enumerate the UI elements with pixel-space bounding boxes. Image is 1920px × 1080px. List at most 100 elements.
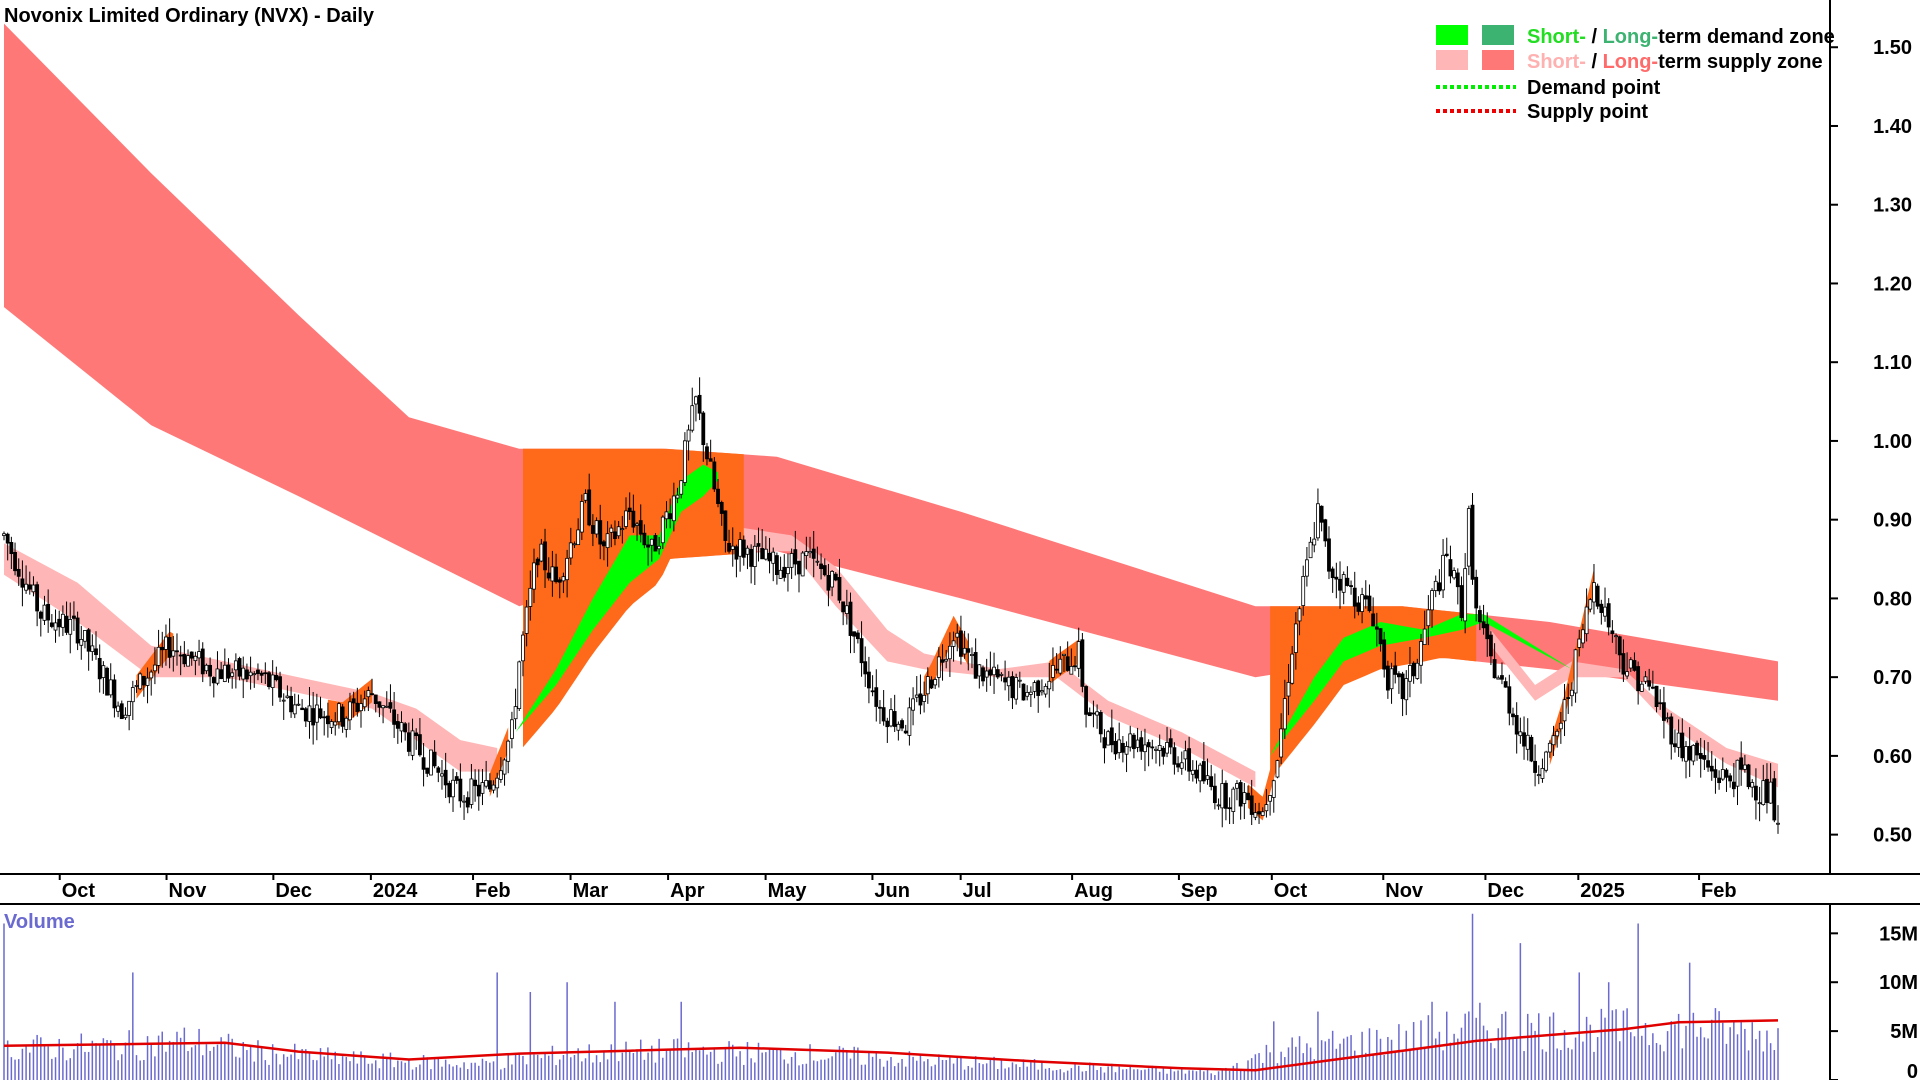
candle-body bbox=[642, 532, 647, 546]
candle-body bbox=[1238, 782, 1243, 807]
candle-body bbox=[1201, 761, 1206, 782]
candle-body bbox=[219, 669, 224, 679]
candle-body bbox=[35, 584, 40, 612]
candle-body bbox=[734, 546, 739, 560]
candle-body bbox=[1511, 713, 1515, 718]
candle-body bbox=[149, 671, 154, 679]
candle-body bbox=[517, 661, 522, 709]
legend-supply-zone: Short- / Long-term supply zone bbox=[1527, 51, 1823, 73]
candle-body bbox=[153, 664, 157, 672]
candle-body bbox=[1209, 776, 1214, 787]
candle-body bbox=[962, 647, 967, 655]
candle-body bbox=[789, 553, 794, 568]
price-candles bbox=[2, 377, 1780, 834]
candle-body bbox=[583, 493, 588, 501]
candle-body bbox=[373, 694, 378, 704]
candle-body bbox=[421, 757, 426, 770]
candle-body bbox=[1617, 636, 1622, 656]
candle-body bbox=[543, 541, 547, 571]
candle-body bbox=[1662, 702, 1666, 721]
date-tick-label: Nov bbox=[1385, 880, 1424, 902]
candle-body bbox=[1297, 608, 1302, 622]
candle-body bbox=[1709, 765, 1714, 772]
candle-body bbox=[318, 708, 323, 719]
price-tick-label: 1.40 bbox=[1873, 116, 1912, 138]
candle-body bbox=[635, 523, 639, 526]
candle-body bbox=[1389, 668, 1394, 690]
candle-body bbox=[145, 677, 150, 686]
candle-body bbox=[329, 721, 334, 728]
candle-body bbox=[491, 784, 496, 791]
candle-body bbox=[616, 526, 621, 537]
candle-body bbox=[1249, 795, 1254, 815]
candle-body bbox=[204, 664, 209, 672]
date-tick-label: Oct bbox=[1274, 880, 1308, 902]
candle-body bbox=[156, 646, 161, 666]
volume-tick-label: 5M bbox=[1890, 1021, 1918, 1043]
candle-body bbox=[417, 734, 422, 756]
candle-body bbox=[1680, 732, 1685, 759]
candle-body bbox=[609, 527, 614, 533]
candle-body bbox=[167, 637, 172, 658]
candle-body bbox=[624, 510, 628, 527]
date-tick-label: Feb bbox=[475, 880, 511, 902]
candle-body bbox=[705, 446, 709, 460]
candle-body bbox=[833, 573, 838, 581]
candle-body bbox=[1091, 712, 1096, 715]
candle-body bbox=[178, 654, 183, 657]
candle-body bbox=[83, 630, 87, 642]
candle-body bbox=[1433, 580, 1438, 591]
candle-body bbox=[138, 673, 143, 690]
candle-body bbox=[995, 669, 1000, 678]
candle-body bbox=[1132, 734, 1136, 750]
candle-body bbox=[108, 679, 113, 696]
candle-body bbox=[469, 778, 474, 805]
demand-zone bbox=[515, 464, 718, 733]
candle-body bbox=[852, 631, 857, 637]
candle-body bbox=[878, 706, 882, 709]
candle-body bbox=[506, 740, 511, 762]
candle-body bbox=[1628, 659, 1633, 669]
date-tick-label: May bbox=[768, 880, 808, 902]
candle-body bbox=[296, 703, 301, 706]
chart-title: Novonix Limited Ordinary (NVX) - Daily bbox=[4, 5, 375, 27]
candle-body bbox=[977, 664, 982, 677]
candle-body bbox=[1242, 792, 1247, 804]
legend-swatch-long-demand bbox=[1482, 25, 1514, 45]
short-term-supply-zone bbox=[4, 543, 498, 772]
candle-body bbox=[256, 669, 260, 674]
candle-body bbox=[1452, 570, 1457, 579]
candle-body bbox=[222, 664, 227, 682]
candle-body bbox=[252, 673, 257, 676]
candle-body bbox=[270, 674, 275, 689]
candle-body bbox=[649, 538, 654, 546]
candle-body bbox=[1260, 811, 1265, 816]
candle-body bbox=[1216, 804, 1221, 807]
candle-body bbox=[1691, 744, 1696, 762]
candle-body bbox=[458, 778, 463, 802]
candle-body bbox=[274, 674, 279, 681]
date-tick-label: Jul bbox=[963, 880, 992, 902]
candle-body bbox=[355, 702, 360, 712]
candle-body bbox=[815, 560, 820, 563]
candle-body bbox=[1327, 538, 1331, 572]
candle-body bbox=[1371, 613, 1376, 627]
candle-body bbox=[1765, 778, 1769, 803]
price-tick-label: 0.60 bbox=[1873, 746, 1912, 768]
candle-body bbox=[1669, 716, 1674, 745]
candle-body bbox=[366, 690, 371, 698]
candle-body bbox=[211, 677, 216, 684]
candle-body bbox=[79, 639, 84, 646]
price-tick-label: 1.50 bbox=[1873, 37, 1912, 59]
candle-body bbox=[749, 548, 754, 567]
candle-body bbox=[1172, 747, 1177, 765]
candle-body bbox=[1606, 603, 1611, 628]
date-tick-label: Jun bbox=[874, 880, 910, 902]
date-tick-label: Oct bbox=[62, 880, 96, 902]
price-axis-ticks: 1.50 1.40 1.30 1.20 1.10 1.00 0.90 0.80 0.70 0.60… bbox=[1830, 37, 1912, 847]
candle-body bbox=[454, 776, 459, 781]
candle-body bbox=[1032, 682, 1037, 692]
candle-body bbox=[406, 732, 411, 752]
candle-body bbox=[1338, 578, 1342, 591]
